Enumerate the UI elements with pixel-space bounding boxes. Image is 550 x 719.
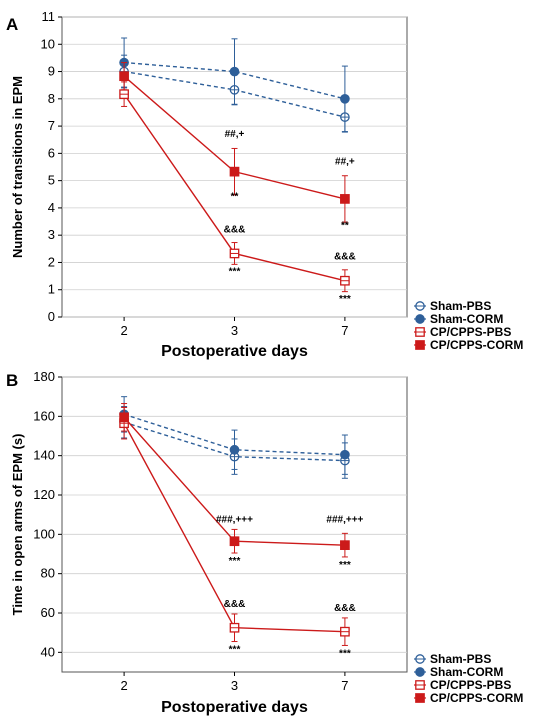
- panel-label: A: [6, 15, 18, 34]
- y-tick-label: 60: [41, 605, 55, 620]
- significance-label: &&&: [224, 599, 246, 610]
- y-tick-label: 5: [48, 173, 55, 188]
- significance-label: ***: [229, 644, 241, 655]
- legend-entry: Sham-PBS: [430, 652, 491, 666]
- y-tick-label: 100: [33, 526, 55, 541]
- data-point: [229, 66, 240, 77]
- significance-label: ###,+++: [216, 515, 253, 526]
- y-tick-label: 10: [41, 36, 55, 51]
- data-point: [229, 166, 240, 177]
- y-tick-label: 4: [48, 200, 55, 215]
- chart-panel-a: A 0 1 2 3 4 5 6 7 8 9 10 11 2 3 7 Number of transitions …: [6, 9, 523, 360]
- series-cp-cpps-corm: [119, 62, 350, 223]
- x-axis-label: Postoperative days: [161, 699, 308, 716]
- y-tick-label: 40: [41, 644, 55, 659]
- significance-label: &&&: [334, 603, 356, 614]
- legend-entry: Sham-CORM: [430, 312, 503, 326]
- legend-entry: CP/CPPS-PBS: [430, 325, 511, 339]
- significance-label: &&&: [224, 224, 246, 235]
- x-tick-label: 3: [231, 323, 238, 338]
- y-tick-label: 140: [33, 448, 55, 463]
- x-tick-label: 3: [231, 678, 238, 693]
- data-point: [340, 449, 350, 460]
- legend-entry: Sham-CORM: [430, 665, 503, 679]
- y-tick-label: 80: [41, 566, 55, 581]
- chart-panel-b: B 40 60 80 100 120 140 160 180 2 3 7 Time in open ar…: [6, 369, 523, 716]
- y-tick-label: 8: [48, 91, 55, 106]
- legend-entry: CP/CPPS-PBS: [430, 678, 511, 692]
- series-line: [124, 61, 346, 100]
- y-tick-label: 9: [48, 64, 55, 79]
- x-tick-label: 7: [341, 678, 348, 693]
- significance-label: ***: [339, 560, 351, 571]
- y-tick-label: 2: [48, 254, 55, 269]
- series-cp-cpps-corm: [119, 403, 350, 558]
- significance-label: ***: [229, 556, 241, 567]
- legend-entry: CP/CPPS-CORM: [430, 338, 523, 352]
- legend-entry: CP/CPPS-CORM: [430, 691, 523, 705]
- data-point: [229, 444, 240, 455]
- legend-marker: [415, 667, 425, 677]
- x-tick-label: 2: [120, 323, 127, 338]
- y-axis-label: Number of transitions in EPM: [10, 76, 25, 258]
- significance-label: ***: [339, 294, 351, 305]
- y-tick-label: 6: [48, 145, 55, 160]
- y-tick-label: 0: [48, 309, 55, 324]
- data-point: [229, 536, 240, 547]
- y-tick-label: 11: [42, 9, 56, 24]
- significance-label: &&&: [334, 252, 356, 263]
- panel-label: B: [6, 371, 18, 390]
- data-point: [340, 93, 350, 104]
- y-axis-label: Time in open arms of EPM (s): [10, 434, 25, 616]
- significance-label: **: [341, 220, 349, 231]
- data-point: [119, 71, 129, 82]
- data-point: [340, 540, 350, 551]
- legend-marker: [415, 340, 425, 350]
- significance-label: ***: [229, 267, 241, 278]
- significance-label: ##,+: [225, 129, 245, 140]
- y-tick-label: 160: [33, 408, 55, 423]
- x-tick-label: 7: [341, 323, 348, 338]
- legend-entry: Sham-PBS: [430, 299, 491, 313]
- y-tick-label: 1: [48, 282, 55, 297]
- y-tick-label: 180: [33, 369, 55, 384]
- y-tick-label: 7: [48, 118, 55, 133]
- significance-label: ***: [339, 648, 351, 659]
- legend-marker: [415, 693, 425, 703]
- legend-marker: [415, 314, 425, 324]
- significance-label: ##,+: [335, 156, 355, 167]
- y-tick-label: 3: [48, 227, 55, 242]
- significance-label: ###,+++: [326, 515, 363, 526]
- significance-label: **: [231, 192, 239, 203]
- series-cp-cpps-pbs: [119, 81, 350, 293]
- data-point: [119, 412, 129, 423]
- series-line: [123, 70, 346, 118]
- x-axis-label: Postoperative days: [161, 343, 308, 360]
- y-tick-label: 120: [33, 487, 55, 502]
- data-point: [340, 194, 350, 204]
- x-tick-label: 2: [120, 678, 127, 693]
